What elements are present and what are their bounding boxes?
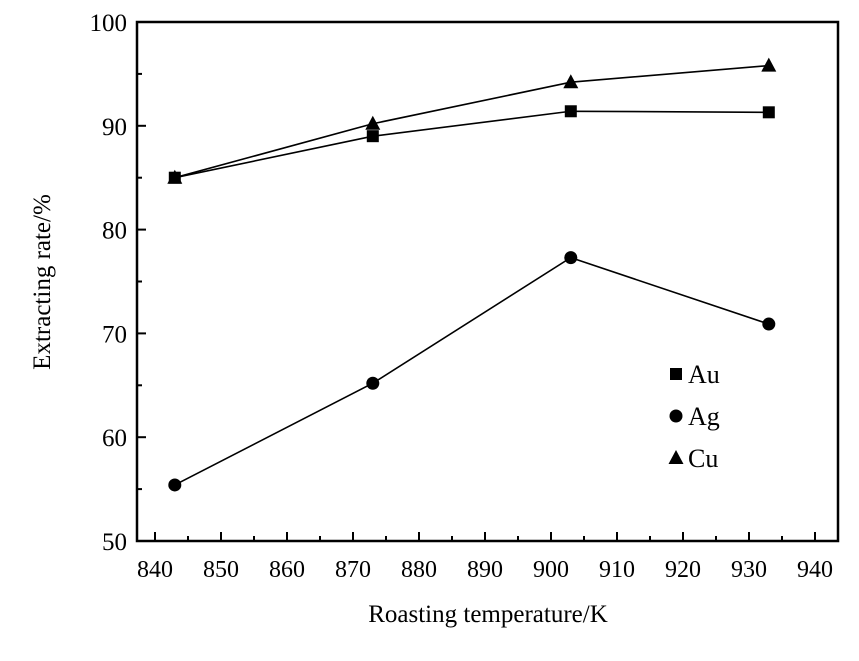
x-tick-label: 910 (599, 557, 635, 583)
legend-item-ag: Ag (669, 402, 720, 431)
data-point-au (366, 130, 379, 143)
legend-item-cu: Cu (668, 444, 718, 473)
y-tick-label: 90 (102, 114, 127, 141)
x-tick-label: 870 (335, 557, 371, 583)
data-point-ag (168, 478, 182, 492)
y-tick-label: 60 (102, 425, 127, 452)
series-line-au (174, 110, 769, 179)
x-tick-label: 940 (797, 557, 833, 583)
data-point-cu (563, 74, 579, 89)
data-point-au (564, 105, 577, 118)
legend-marker-square-icon (670, 368, 682, 380)
x-tick-label: 850 (203, 557, 239, 583)
y-tick-label: 70 (102, 321, 127, 348)
y-tick-label: 50 (102, 529, 127, 556)
x-tick-label: 900 (533, 557, 569, 583)
series-ag (168, 251, 776, 492)
series-au (168, 105, 775, 184)
y-tick-label: 100 (90, 10, 128, 37)
data-point-cu (167, 169, 183, 184)
legend-label: Ag (688, 402, 720, 431)
x-tick-label: 930 (731, 557, 767, 583)
series-cu (167, 57, 777, 184)
data-point-au (762, 106, 775, 119)
x-tick-label: 860 (269, 557, 305, 583)
x-tick-label: 880 (401, 557, 437, 583)
legend-marker-circle-icon (669, 409, 683, 423)
x-axis-label: Roasting temperature/K (368, 601, 608, 628)
plot-frame (135, 20, 840, 543)
legend-label: Cu (688, 444, 718, 473)
axis-ticks: 840 850 860 870 880 890 900 910 920 930 940 50 60 70 8… (90, 10, 834, 583)
x-tick-label: 890 (467, 557, 503, 583)
series-line-ag (174, 256, 770, 486)
y-tick-label: 80 (102, 218, 127, 245)
series-layer (167, 57, 777, 492)
legend-label: Au (688, 360, 720, 389)
legend-item-au: Au (670, 360, 720, 389)
data-point-ag (762, 317, 776, 331)
data-point-ag (564, 251, 578, 265)
x-tick-label: 840 (137, 557, 173, 583)
x-tick-label: 920 (665, 557, 701, 583)
data-point-cu (761, 57, 777, 72)
data-point-cu (365, 115, 381, 130)
y-axis-label: Extracting rate/% (29, 194, 56, 370)
legend: Au Ag Cu (668, 360, 720, 473)
series-line-cu (174, 64, 769, 179)
data-point-ag (366, 376, 380, 390)
legend-marker-triangle-icon (668, 450, 684, 464)
